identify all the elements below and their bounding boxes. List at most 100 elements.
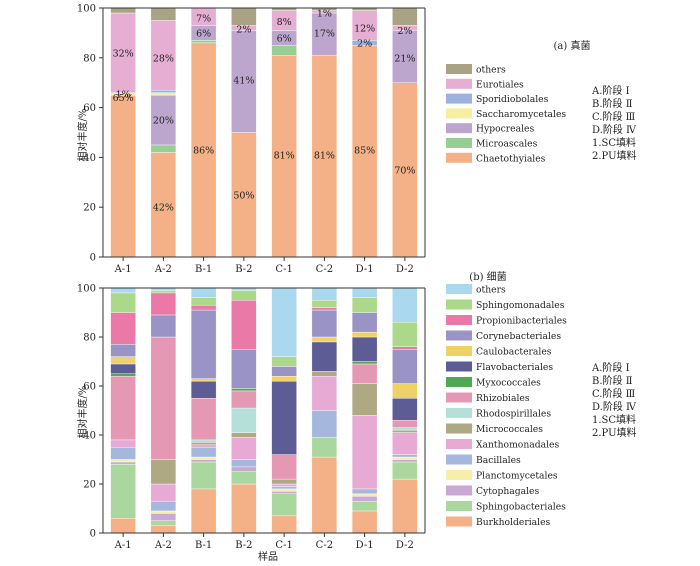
- bacteria-bar-segment: [190, 461, 217, 490]
- bacteria-bar-segment: [311, 437, 338, 458]
- fungi-data-label: 2%: [397, 26, 412, 37]
- fungi-y-tick-label: 0: [90, 253, 96, 264]
- bacteria-bar-segment: [271, 376, 297, 382]
- bacteria-bar-segment: [311, 410, 338, 438]
- fungi-bar-segment: [110, 94, 136, 258]
- fungi-bar-segment: [110, 12, 136, 93]
- bacteria-bar-segment: [392, 478, 418, 534]
- bacteria-legend-swatch: [446, 284, 472, 294]
- fungi-legend-label: Chaetothyiales: [476, 153, 546, 164]
- fungi-legend-label: Eurotiales: [476, 79, 524, 90]
- fungi-data-label: 6%: [196, 28, 211, 39]
- stage-legend-item: 2.PU填料: [592, 149, 637, 162]
- bacteria-bar-segment: [392, 429, 418, 433]
- bacteria-legend-label: Xanthomonadales: [476, 440, 559, 451]
- bacteria-legend-swatch: [446, 346, 472, 356]
- fungi-legend-label: Microascales: [476, 139, 538, 150]
- bacteria-bar-segment: [231, 432, 257, 438]
- bacteria-legend-swatch: [446, 330, 472, 341]
- fungi-bar-segment: [150, 144, 177, 153]
- fungi-legend-label: Saccharomycetales: [476, 109, 566, 120]
- bacteria-bar-segment: [392, 454, 418, 458]
- bacteria-bar-segment: [271, 486, 297, 490]
- stage-legend-item: D.阶段 Ⅳ: [592, 400, 637, 413]
- fungi-x-tick-label: D-2: [396, 264, 414, 275]
- fungi-data-label: 6%: [277, 33, 292, 44]
- bacteria-bar-segment: [392, 349, 418, 384]
- bacteria-legend-label: Bacillales: [476, 455, 521, 466]
- bacteria-bar-segment: [190, 380, 217, 399]
- fungi-data-label: 50%: [233, 190, 254, 201]
- bacteria-bar-segment: [190, 297, 217, 306]
- bacteria-bar-segment: [190, 378, 217, 382]
- bacteria-legend-label: others: [476, 285, 506, 296]
- bacteria-bar-segment: [110, 292, 136, 313]
- bacteria-bar-segment: [231, 459, 257, 468]
- bacteria-bar-segment: [150, 314, 177, 338]
- bacteria-bar-segment: [311, 300, 338, 308]
- bacteria-legend-swatch: [446, 315, 472, 325]
- fungi-x-tick-label: B-1: [195, 264, 212, 275]
- fungi-x-tick-label: C-2: [316, 264, 333, 275]
- fungi-data-label: 86%: [193, 145, 214, 156]
- bacteria-y-tick-label: 100: [77, 284, 96, 295]
- fungi-data-label: 8%: [277, 17, 292, 28]
- bacteria-x-tick-label: D-2: [396, 540, 414, 551]
- bacteria-legend-swatch: [446, 408, 472, 418]
- bacteria-bar-segment: [311, 309, 338, 338]
- fungi-data-label: 21%: [394, 53, 415, 64]
- fungi-data-label: 32%: [113, 48, 134, 59]
- stage-legend-item: 1.SC填料: [592, 136, 636, 149]
- bacteria-bar-segment: [392, 420, 418, 428]
- bacteria-bar-segment: [190, 442, 217, 446]
- bacteria-bar-segment: [110, 312, 136, 345]
- bacteria-bar-segment: [351, 496, 378, 502]
- bacteria-bar-segment: [351, 331, 378, 338]
- fungi-legend-swatch: [446, 123, 472, 134]
- bacteria-chart-title: (b) 细菌: [469, 270, 506, 283]
- fungi-bar-segment: [311, 12, 338, 56]
- fungi-bar-segment: [392, 30, 418, 83]
- fungi-legend-label: Sporidiobolales: [476, 94, 549, 105]
- bacteria-bar-segment: [351, 415, 378, 490]
- fungi-legend-swatch: [446, 152, 472, 163]
- bacteria-bar-segment: [392, 427, 418, 431]
- bacteria-bar-segment: [190, 459, 217, 463]
- fungi-legend-swatch: [446, 64, 472, 74]
- fungi-y-tick-label: 60: [83, 103, 96, 114]
- bacteria-legend-label: Myxococcales: [476, 378, 541, 389]
- bacteria-bar-segment: [150, 513, 177, 521]
- bacteria-bar-segment: [110, 356, 136, 365]
- bacteria-legend-label: Cytophagales: [476, 486, 539, 497]
- bacteria-bar-segment: [110, 439, 136, 448]
- fungi-x-tick-label: B-2: [235, 264, 252, 275]
- bacteria-bar-segment: [351, 363, 378, 384]
- fungi-bar-segment: [190, 40, 217, 44]
- fungi-data-label: 42%: [153, 203, 174, 214]
- bacteria-bar-segment: [231, 483, 257, 534]
- stage-legend-item: B.阶段 Ⅱ: [592, 97, 633, 110]
- bacteria-bar-segment: [392, 456, 418, 460]
- bacteria-bar-segment: [311, 341, 338, 372]
- fungi-bar-segment: [231, 7, 257, 26]
- bacteria-bar-segment: [351, 493, 378, 497]
- stage-legend-item: 2.PU填料: [592, 426, 637, 439]
- fungi-bar-segment: [150, 92, 177, 96]
- fungi-y-tick-label: 80: [83, 53, 96, 64]
- fungi-data-label: 65%: [113, 93, 134, 104]
- bacteria-x-tick-label: B-2: [235, 540, 252, 551]
- bacteria-bar-segment: [392, 398, 418, 421]
- bacteria-bar-segment: [311, 307, 338, 311]
- bacteria-bar-segment: [190, 398, 217, 441]
- stage-legend-item: B.阶段 Ⅱ: [592, 374, 633, 387]
- bacteria-bar-segment: [311, 371, 338, 377]
- bacteria-legend-swatch: [446, 392, 472, 403]
- bacteria-bar-segment: [392, 432, 418, 455]
- bacteria-y-axis-label: 相对丰度/%: [76, 386, 89, 439]
- bacteria-legend-swatch: [446, 423, 472, 434]
- bacteria-bar-segment: [150, 292, 177, 316]
- bacteria-legend-label: Caulobacterales: [476, 347, 552, 358]
- bacteria-bar-segment: [110, 518, 136, 534]
- bacteria-bar-segment: [231, 437, 257, 460]
- fungi-bar-segment: [271, 55, 297, 258]
